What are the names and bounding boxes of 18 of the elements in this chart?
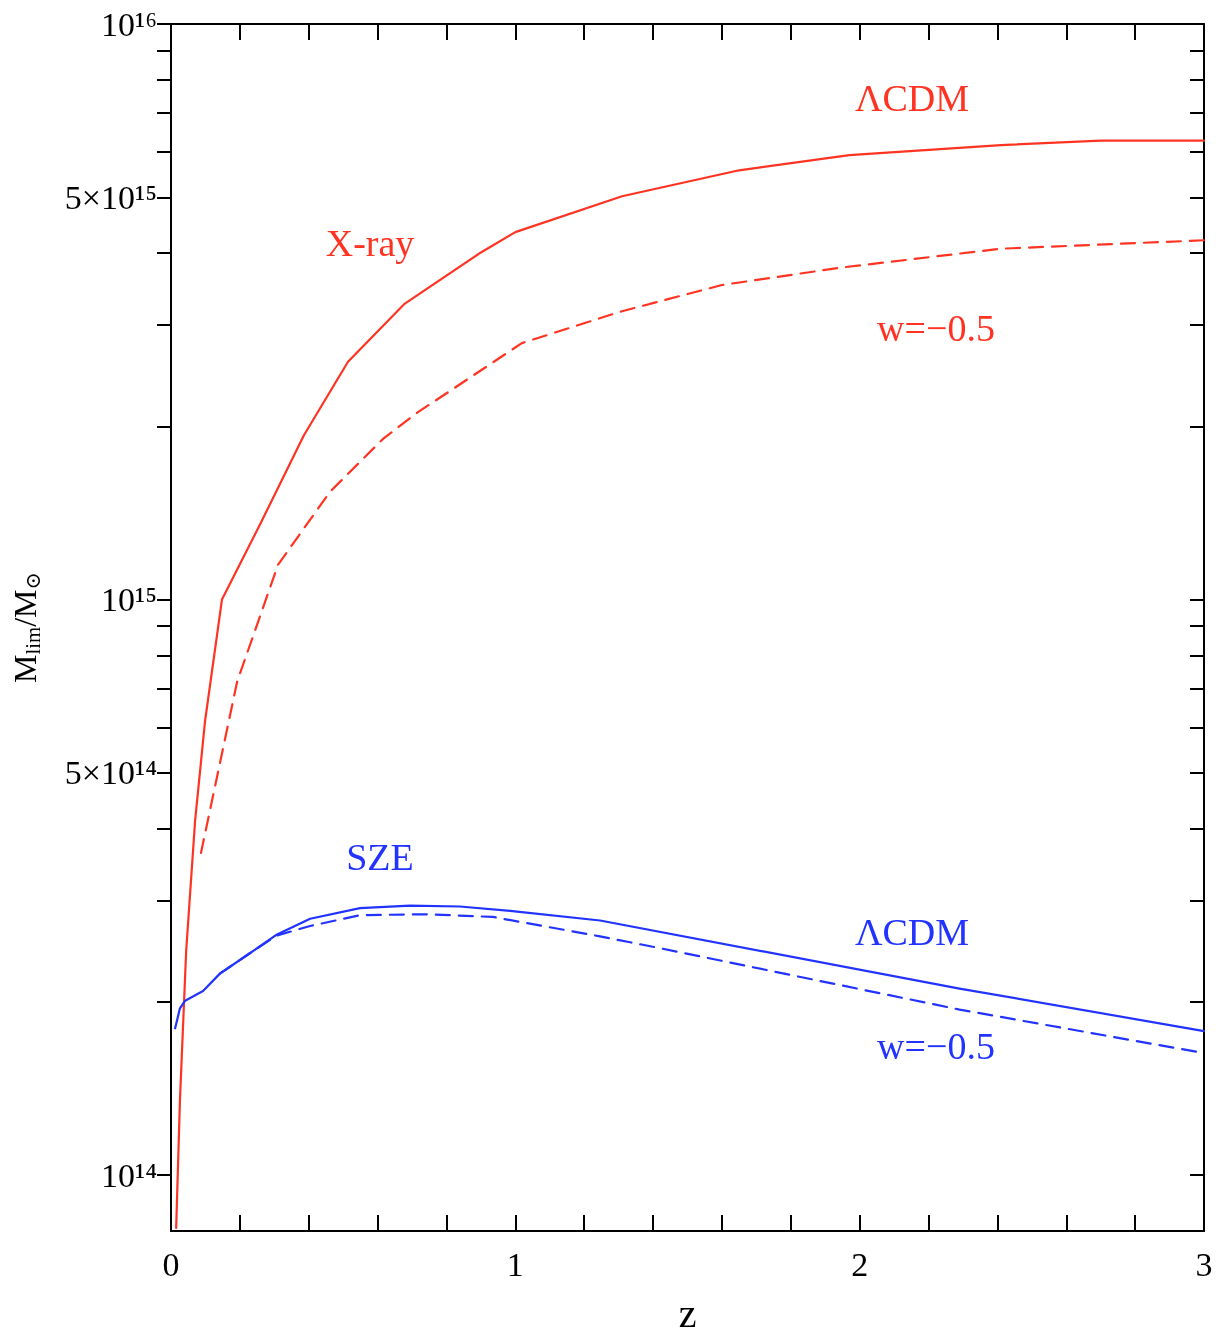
y-tick-label: 5×10¹⁵ [64, 178, 157, 216]
y-tick-label: 10¹⁴ [100, 1156, 157, 1194]
annotation: X-ray [325, 222, 415, 264]
y-axis-title: Mlim/M⊙ [7, 572, 44, 683]
x-tick-label: 3 [1195, 1245, 1213, 1283]
annotation: ΛCDM [854, 911, 970, 953]
annotation: ΛCDM [854, 77, 970, 119]
line-series [175, 139, 1206, 1229]
annotation: w=−0.5 [877, 307, 995, 349]
x-tick-label: 2 [851, 1245, 869, 1283]
x-tick-label: 1 [506, 1245, 524, 1283]
y-tick-label: 10¹⁶ [100, 5, 157, 43]
annotation: SZE [346, 836, 414, 878]
x-tick-label: 0 [162, 1245, 180, 1283]
y-tick-label: 10¹⁵ [100, 581, 157, 619]
x-axis-title: z [678, 1290, 697, 1336]
annotation: w=−0.5 [877, 1025, 995, 1067]
y-tick-label: 5×10¹⁴ [64, 754, 157, 792]
